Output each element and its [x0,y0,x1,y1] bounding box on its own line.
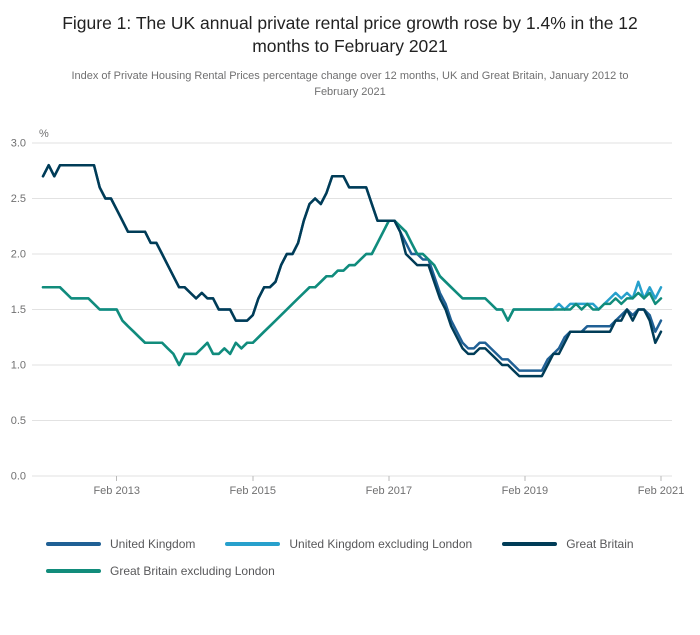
legend-swatch-united-kingdom [46,541,101,546]
y-axis-unit-label: % [39,129,49,140]
series-line-great-britain-excluding-london [41,218,663,366]
series-line-united-kingdom-excluding-london [41,218,663,366]
y-axis-tick-label: 0.5 [11,415,26,427]
legend-label: Great Britain [566,536,634,551]
y-axis-tick-label: 1.5 [11,304,26,316]
series-line-united-kingdom [41,163,663,372]
series-line-great-britain [41,163,663,377]
legend-label: Great Britain excluding London [110,563,275,578]
x-axis-tick-label: Feb 2015 [230,485,276,497]
legend-item-great-britain: Great Britain [502,536,634,551]
x-axis-tick-label: Feb 2013 [93,485,139,497]
figure-title: Figure 1: The UK annual private rental p… [62,13,638,56]
legend-item-great-britain-excluding-london: Great Britain excluding London [46,564,275,578]
chart-legend: United Kingdom United Kingdom excluding L… [46,537,676,578]
legend-item-united-kingdom: United Kingdom [46,537,195,551]
y-axis-tick-label: 2.5 [11,193,26,205]
legend-label: United Kingdom excluding London [289,536,473,551]
legend-item-united-kingdom-excluding-london: United Kingdom excluding London [225,537,472,551]
figure-subtitle: Index of Private Housing Rental Prices p… [71,69,629,99]
x-axis-tick-label: Feb 2019 [502,485,548,497]
x-axis-tick-label: Feb 2021 [638,485,684,497]
line-chart: 0.0 0.5 1.0 1.5 2.0 2.5 3.0% Feb 2013 Feb 2015 Fe… [11,129,685,497]
y-axis-tick-label: 0.0 [11,470,26,482]
legend-swatch-great-britain [502,541,558,546]
y-axis-tick-label: 2.0 [11,248,26,260]
y-axis-tick-label: 3.0 [11,137,26,149]
rental-prices-figure: Figure 1: The UK annual private rental p… [11,13,685,578]
legend-swatch-great-britain-excluding-london [46,568,101,573]
legend-swatch-united-kingdom-excluding-london [225,541,281,546]
x-axis-tick-label: Feb 2017 [366,485,412,497]
y-axis-tick-label: 1.0 [11,359,26,371]
legend-label: United Kingdom [110,536,196,551]
